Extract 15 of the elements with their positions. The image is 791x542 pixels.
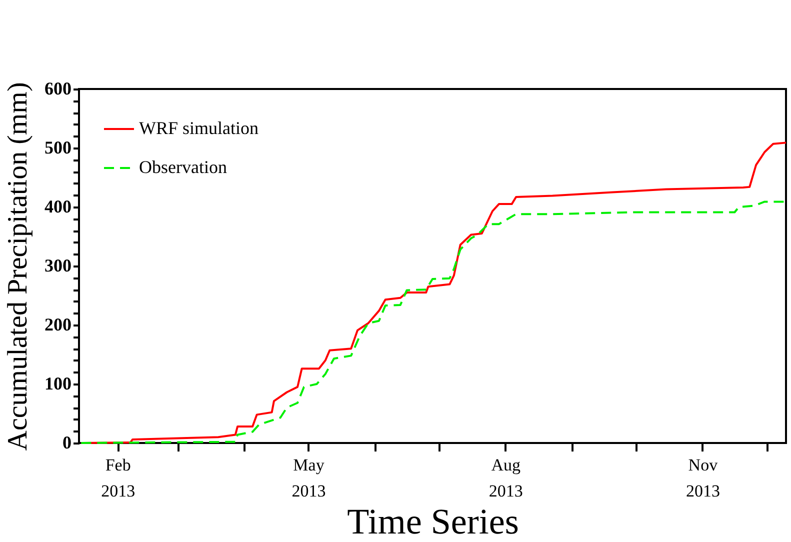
x-tick-label: Nov 2013: [686, 456, 720, 500]
y-tick-label: 400: [44, 196, 72, 216]
y-tick-label: 300: [44, 256, 72, 276]
y-axis-title: Accumulated Precipitation (mm): [2, 82, 34, 451]
y-tick-label: 600: [44, 78, 72, 98]
x-tick-label: Aug 2013: [488, 456, 523, 500]
y-tick-label: 100: [44, 374, 72, 394]
y-tick-label: 0: [62, 432, 72, 452]
y-tick-label: 500: [44, 138, 72, 158]
x-tick-label: Feb 2013: [101, 456, 136, 500]
legend-label: WRF simulation: [139, 118, 259, 138]
x-axis-title: Time Series: [347, 502, 519, 542]
y-tick-label: 200: [44, 314, 72, 334]
legend-label: Observation: [139, 157, 227, 177]
x-tick-label: May 2013: [292, 456, 326, 500]
